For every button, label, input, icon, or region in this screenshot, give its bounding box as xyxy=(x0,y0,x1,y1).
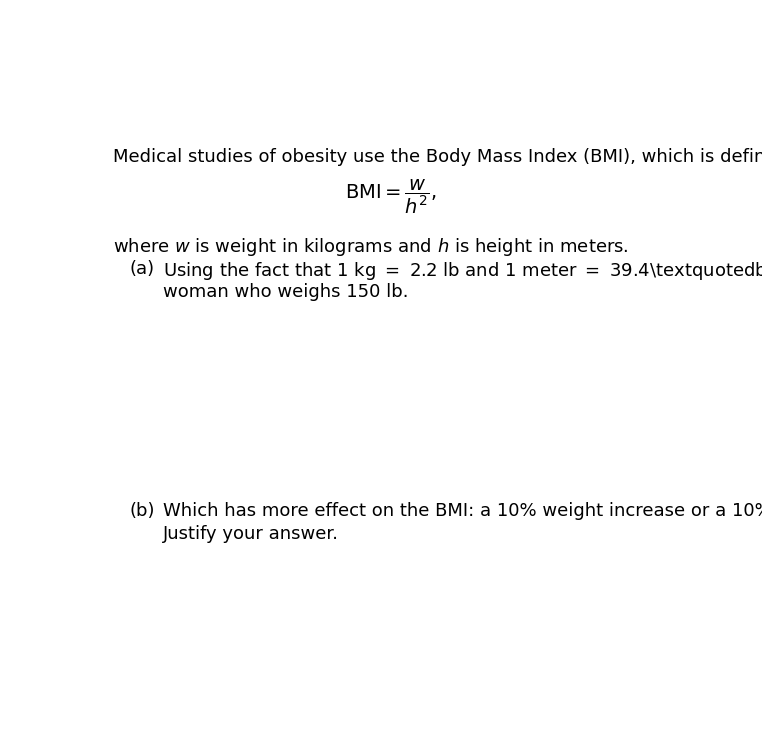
Text: (b): (b) xyxy=(130,503,155,520)
Text: Which has more effect on the BMI: a 10% weight increase or a 10% height decrease: Which has more effect on the BMI: a 10% … xyxy=(163,503,762,520)
Text: (a): (a) xyxy=(130,261,155,278)
Text: $\mathrm{BMI} = \dfrac{w}{h^2},$: $\mathrm{BMI} = \dfrac{w}{h^2},$ xyxy=(344,177,437,215)
Text: where $w$ is weight in kilograms and $h$ is height in meters.: where $w$ is weight in kilograms and $h$… xyxy=(113,236,629,258)
Text: Medical studies of obesity use the Body Mass Index (BMI), which is defined by: Medical studies of obesity use the Body … xyxy=(113,148,762,166)
Text: woman who weighs 150 lb.: woman who weighs 150 lb. xyxy=(163,283,408,301)
Text: Using the fact that 1 kg $=$ 2.2 lb and 1 meter $=$ 39.4\textquotedblright, calc: Using the fact that 1 kg $=$ 2.2 lb and … xyxy=(163,261,762,282)
Text: Justify your answer.: Justify your answer. xyxy=(163,525,339,543)
